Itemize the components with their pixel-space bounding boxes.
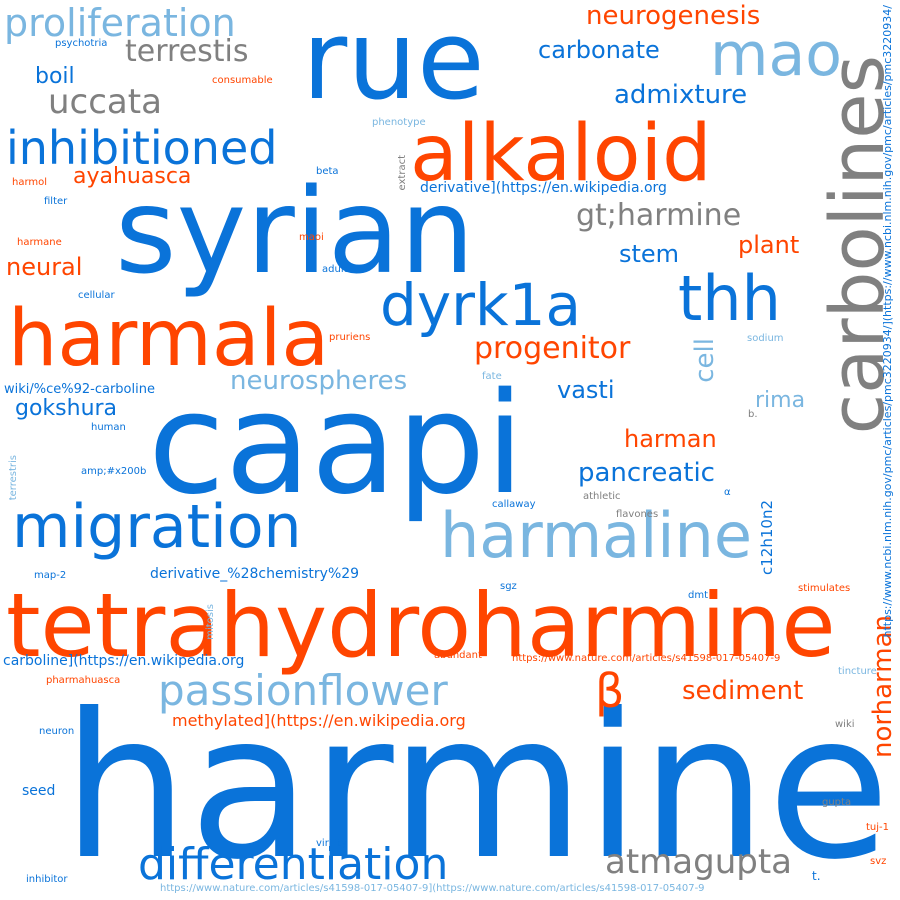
word-60: pruriens xyxy=(329,332,371,343)
word-44: wiki/%ce%92-carboline xyxy=(4,382,155,397)
word-9: migration xyxy=(12,492,302,562)
word-76: abundant xyxy=(434,650,482,661)
word-68: α xyxy=(724,487,731,498)
word-1: caapi xyxy=(148,363,525,526)
word-15: differentiation xyxy=(138,839,449,890)
word-83: virility xyxy=(316,838,347,849)
word-19: uccata xyxy=(48,82,162,122)
word-31: neural xyxy=(6,253,83,281)
word-69: callaway xyxy=(492,499,536,510)
word-13: inhibitioned xyxy=(6,121,278,175)
word-54: harmol xyxy=(12,177,48,188)
word-38: rima xyxy=(755,388,806,413)
word-56: harmane xyxy=(17,237,62,248)
word-50: consumable xyxy=(212,75,273,86)
word-87: t. xyxy=(812,869,821,883)
word-42: carboline](https://en.wikipedia.org xyxy=(3,653,245,669)
word-21: gt;harmine xyxy=(576,198,742,233)
word-27: neurogenesis xyxy=(586,1,761,31)
word-71: map-2 xyxy=(34,570,67,581)
word-11: dyrk1a xyxy=(380,271,582,339)
word-2: syrian xyxy=(115,162,475,300)
word-53: beta xyxy=(316,166,339,177)
word-30: ayahuasca xyxy=(73,164,192,189)
word-77: pharmahuasca xyxy=(46,675,121,686)
word-61: sodium xyxy=(747,333,784,344)
word-85: inhibitor xyxy=(26,874,68,885)
word-8: harmaline xyxy=(440,499,752,572)
word-74: stimulates xyxy=(798,583,851,594)
word-45: derivative_%28chemistry%29 xyxy=(150,566,360,582)
word-63: human xyxy=(91,422,126,433)
word-18: atmagupta xyxy=(605,842,792,882)
word-78: tincture xyxy=(838,666,877,677)
word-22: progenitor xyxy=(474,331,631,366)
word-48: https://www.nature.com/articles/s41598-0… xyxy=(160,883,705,894)
word-46: https://www.ncbi.nlm.nih.gov/pmc/article… xyxy=(881,5,894,638)
word-59: cellular xyxy=(78,290,115,301)
word-10: thh xyxy=(678,262,781,335)
word-41: methylated](https://en.wikipedia.org xyxy=(172,711,466,730)
word-84: tuj-1 xyxy=(866,822,890,833)
word-80: wiki xyxy=(835,719,855,730)
word-73: dmt xyxy=(688,590,709,601)
word-7: harmala xyxy=(8,294,330,384)
word-47: https://www.nature.com/articles/s41598-0… xyxy=(512,653,781,664)
word-6: alkaloid xyxy=(410,109,712,199)
word-79: neuron xyxy=(39,726,75,737)
word-36: cell xyxy=(690,338,720,383)
word-25: sediment xyxy=(682,676,804,706)
word-52: extract xyxy=(397,155,408,191)
word-3: rue xyxy=(302,0,485,124)
word-12: mao xyxy=(710,20,842,90)
word-17: β xyxy=(595,664,625,718)
word-64: b. xyxy=(748,409,758,420)
word-39: boil xyxy=(35,64,75,89)
word-0: harmine xyxy=(62,671,891,900)
word-81: seed xyxy=(22,783,56,799)
word-67: athletic xyxy=(583,491,621,502)
word-14: passionflower xyxy=(158,666,448,715)
word-33: stem xyxy=(619,240,680,268)
word-4: tetrahydroharmine xyxy=(6,574,836,677)
word-37: gokshura xyxy=(15,396,118,421)
word-29: admixture xyxy=(614,80,748,110)
word-43: derivative](https://en.wikipedia.org xyxy=(420,180,667,196)
word-40: c12h10n2 xyxy=(758,500,776,575)
word-16: proliferation xyxy=(4,1,236,45)
word-62: fate xyxy=(482,371,502,382)
word-35: vasti xyxy=(557,376,615,404)
word-86: svz xyxy=(870,856,887,867)
word-58: adult xyxy=(322,264,348,275)
word-51: phenotype xyxy=(372,117,426,128)
word-32: plant xyxy=(738,231,800,259)
word-82: gupta xyxy=(822,797,852,808)
word-65: terrestris xyxy=(8,455,19,501)
word-55: filter xyxy=(44,196,68,207)
word-70: flavones xyxy=(616,509,659,520)
word-20: terrestis xyxy=(125,34,249,69)
word-28: carbonate xyxy=(538,36,660,64)
word-49: psychotria xyxy=(55,38,108,49)
word-75: mitosis xyxy=(205,604,216,640)
word-72: sgz xyxy=(500,581,517,592)
word-34: harman xyxy=(624,425,717,453)
word-23: neurospheres xyxy=(230,366,408,396)
word-26: pancreatic xyxy=(578,458,715,488)
word-57: maoi xyxy=(299,232,324,243)
word-66: amp;#x200b xyxy=(81,466,147,477)
